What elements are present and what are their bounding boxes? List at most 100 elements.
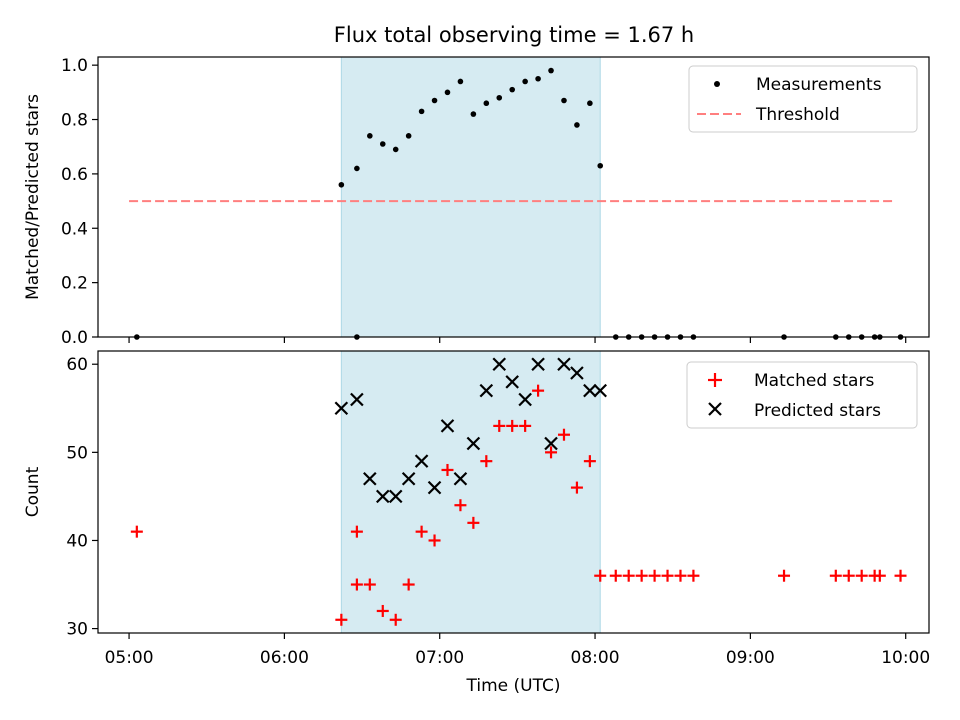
measurement-point	[561, 97, 567, 104]
matched-point	[467, 516, 480, 529]
measurement-point	[483, 100, 490, 107]
measurement-point	[418, 108, 425, 115]
matched-point	[363, 578, 376, 591]
matched-point	[594, 569, 607, 582]
predicted-point	[505, 375, 519, 389]
matched-point	[335, 613, 348, 626]
measurement-point	[367, 133, 373, 139]
matched-point	[829, 569, 842, 582]
predicted-point	[479, 383, 494, 398]
y-tick-label: 0.8	[61, 111, 88, 131]
predicted-point	[440, 419, 455, 433]
matched-point	[855, 569, 868, 582]
measurement-point	[457, 78, 464, 85]
measurement-point	[522, 78, 528, 85]
predicted-point	[375, 489, 390, 504]
matched-point	[350, 525, 363, 538]
y-tick-label: 0.4	[61, 219, 88, 239]
observing-window-shade	[340, 56, 601, 338]
matched-point	[545, 446, 558, 459]
measurement-point	[431, 97, 438, 104]
observing-window-shade	[340, 350, 601, 634]
matched-point	[661, 569, 674, 582]
matched-point	[622, 569, 635, 582]
matched-point	[842, 569, 855, 582]
y-tick-label: 0.6	[61, 165, 88, 185]
measurement-point	[392, 146, 399, 153]
legend-predicted-label: Predicted stars	[754, 401, 881, 421]
measurement-point	[354, 165, 360, 172]
ratio-y-ticks: 0.0 0.2 0.4 0.6 0.8 1.0	[61, 56, 98, 348]
predicted-point	[334, 401, 349, 416]
y-tick-label: 60	[66, 355, 88, 375]
predicted-point	[557, 357, 571, 371]
measurement-point	[470, 111, 477, 117]
matched-point	[441, 463, 454, 476]
legend-measurements-label: Measurements	[756, 75, 882, 95]
predicted-point	[363, 472, 377, 486]
predicted-point	[453, 472, 468, 486]
legend-matched-marker	[708, 373, 722, 387]
matched-point	[428, 534, 441, 547]
matched-point	[519, 419, 532, 432]
predicted-point	[593, 383, 608, 398]
predicted-point	[427, 480, 442, 495]
matched-point	[532, 384, 545, 397]
y-tick-label: 1.0	[61, 56, 88, 76]
predicted-point	[583, 383, 597, 398]
ratio-y-label: Matched/Predicted stars	[23, 94, 43, 300]
legend-matched-label: Matched stars	[754, 371, 874, 391]
count-x-ticks: 05:00 06:00 07:00 08:00 09:00 10:00	[105, 633, 930, 668]
x-tick-label: 06:00	[260, 648, 309, 668]
predicted-point	[518, 392, 532, 407]
x-tick-label: 05:00	[105, 648, 154, 668]
predicted-point	[531, 357, 545, 371]
measurement-point	[444, 89, 451, 96]
y-tick-label: 0.2	[61, 274, 88, 294]
matched-point	[557, 428, 570, 441]
measurement-point	[548, 67, 554, 74]
matched-point	[687, 569, 700, 582]
matched-point	[454, 499, 467, 512]
y-tick-label: 50	[66, 443, 88, 463]
predicted-point	[570, 366, 584, 380]
count-y-ticks: 30 40 50 60	[66, 355, 98, 640]
ratio-panel: 0.0 0.2 0.4 0.6 0.8 1.0 Matched/Predicted sta…	[23, 56, 930, 348]
matched-point	[583, 455, 596, 468]
measurement-point	[587, 100, 593, 107]
predicted-point	[492, 357, 507, 371]
measurement-point	[535, 75, 541, 82]
measurement-point	[379, 141, 386, 147]
matched-point	[130, 525, 143, 538]
matched-point	[402, 578, 415, 591]
x-tick-label: 10:00	[881, 648, 930, 668]
y-tick-label: 40	[66, 531, 88, 551]
matched-point	[648, 569, 661, 582]
matched-point	[506, 419, 519, 432]
matched-point	[480, 455, 493, 468]
ratio-legend: Measurements Threshold	[688, 65, 918, 133]
count-legend: Matched stars Predicted stars	[686, 361, 918, 429]
measurement-point	[496, 94, 503, 101]
matched-point	[873, 569, 886, 582]
predicted-point	[466, 436, 481, 451]
y-tick-label: 0.0	[61, 328, 88, 348]
matched-point	[570, 481, 583, 494]
predicted-point	[388, 489, 403, 504]
predicted-point	[544, 436, 558, 451]
matched-point	[894, 569, 907, 582]
count-points	[130, 357, 907, 626]
x-tick-label: 07:00	[415, 648, 464, 668]
predicted-point	[401, 472, 416, 486]
matched-point	[609, 569, 622, 582]
matched-point	[415, 525, 428, 538]
measurement-point	[338, 181, 345, 188]
matched-point	[389, 613, 402, 626]
legend-box	[686, 361, 918, 429]
x-axis-label: Time (UTC)	[466, 676, 561, 696]
legend-threshold-label: Threshold	[755, 105, 840, 125]
count-axes-frame	[97, 350, 930, 634]
matched-point	[635, 569, 648, 582]
x-tick-label: 08:00	[571, 648, 620, 668]
